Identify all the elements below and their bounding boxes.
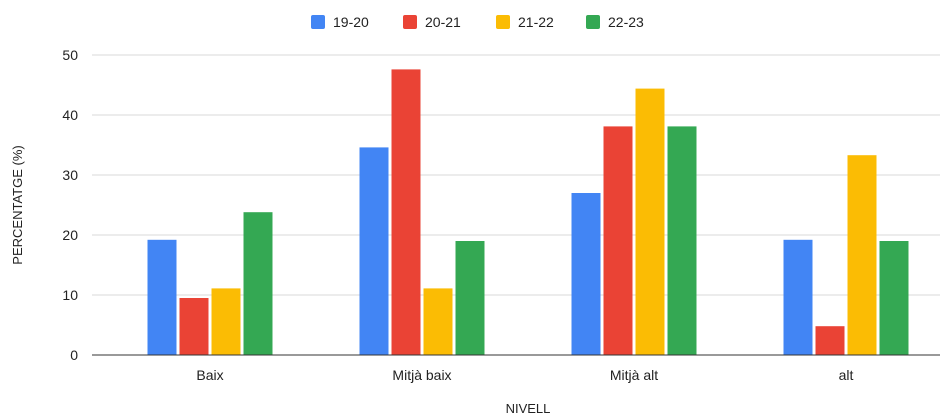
y-axis-title: PERCENTATGE (%) [10, 145, 25, 264]
y-tick-label: 50 [62, 47, 78, 63]
y-axis-ticks: 0 10 20 30 40 50 [62, 47, 78, 363]
bar-20-21-mitjà-alt [603, 126, 633, 356]
y-tick-label: 40 [62, 107, 78, 123]
bars [147, 69, 909, 356]
x-tick-label: Mitjà alt [610, 367, 658, 383]
x-tick-label: alt [839, 367, 854, 383]
y-tick-label: 10 [62, 287, 78, 303]
legend-swatch [586, 15, 600, 29]
y-tick-label: 20 [62, 227, 78, 243]
bar-20-21-alt [815, 326, 845, 355]
x-tick-label: Baix [196, 367, 223, 383]
legend-label: 20-21 [425, 14, 461, 30]
bar-19-20-alt [783, 239, 813, 355]
bar-22-23-mitjà-baix [455, 241, 485, 355]
bar-22-23-baix [243, 212, 273, 355]
x-axis-title: NIVELL [506, 401, 551, 416]
bar-19-20-baix [147, 239, 177, 355]
bar-20-21-baix [179, 298, 209, 355]
legend-label: 21-22 [518, 14, 554, 30]
legend-label: 22-23 [608, 14, 644, 30]
legend-label: 19-20 [333, 14, 369, 30]
bar-20-21-mitjà-baix [391, 69, 421, 356]
legend-swatch [496, 15, 510, 29]
bar-19-20-mitjà-baix [359, 147, 389, 355]
bar-21-22-baix [211, 288, 241, 355]
y-tick-label: 30 [62, 167, 78, 183]
bar-21-22-mitjà-alt [635, 88, 665, 355]
x-axis-ticks: Baix Mitjà baix Mitjà alt alt [196, 367, 853, 383]
legend: 19-20 20-21 21-22 22-23 [311, 14, 644, 30]
x-tick-label: Mitjà baix [392, 367, 451, 383]
bar-22-23-mitjà-alt [667, 126, 697, 356]
bar-21-22-mitjà-baix [423, 288, 453, 355]
gridlines [92, 54, 940, 296]
bar-22-23-alt [879, 241, 909, 355]
bar-19-20-mitjà-alt [571, 193, 601, 355]
y-tick-label: 0 [70, 347, 78, 363]
legend-swatch [311, 15, 325, 29]
legend-swatch [403, 15, 417, 29]
bar-21-22-alt [847, 155, 877, 355]
